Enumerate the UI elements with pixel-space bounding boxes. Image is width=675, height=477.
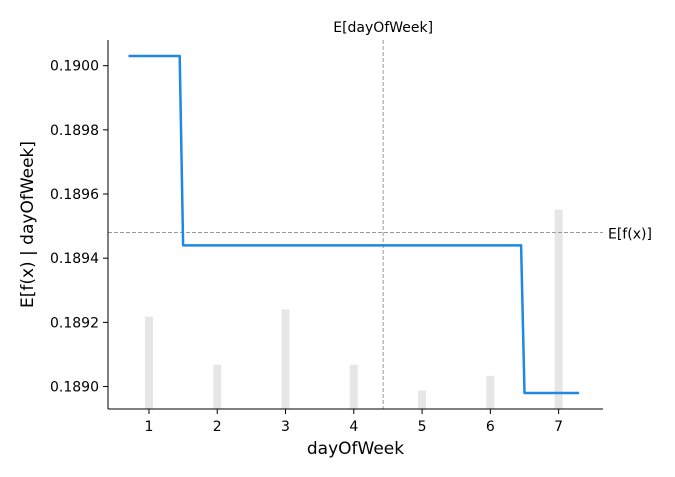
x-tick-label-5: 5 xyxy=(418,419,427,435)
dependence-line xyxy=(128,54,580,395)
histogram-bar-2 xyxy=(213,364,222,409)
x-tick-label-4: 4 xyxy=(349,419,358,435)
expected-x-label: E[dayOfWeek] xyxy=(333,20,433,36)
histogram-bar-3 xyxy=(281,309,290,409)
histogram-bar-1 xyxy=(144,316,153,409)
dependence-line-layer xyxy=(128,54,580,395)
expected-y-label: E[f(x)] xyxy=(608,227,652,243)
y-tick-label-3: 0.1896 xyxy=(50,187,99,203)
x-tick-label-2: 2 xyxy=(213,419,222,435)
x-axis-label: dayOfWeek xyxy=(307,439,404,459)
y-tick-label-0: 0.1890 xyxy=(50,380,99,396)
y-tick-label-2: 0.1894 xyxy=(50,251,99,267)
histogram-bars xyxy=(144,209,563,409)
y-tick-label-4: 0.1898 xyxy=(50,123,99,139)
x-tick-label-7: 7 xyxy=(554,419,563,435)
histogram-bar-4 xyxy=(349,364,358,409)
axes xyxy=(103,40,603,414)
histogram-bar-7 xyxy=(554,209,563,409)
labels: 1 2 3 4 5 6 7 0.1890 0.1892 0.1894 0.1896 0.1898 0.1… xyxy=(18,20,652,459)
x-tick-label-3: 3 xyxy=(281,419,290,435)
x-tick-label-1: 1 xyxy=(145,419,154,435)
y-axis-label: E[f(x) | dayOfWeek] xyxy=(18,141,38,308)
y-tick-label-5: 0.1900 xyxy=(50,59,99,75)
x-tick-label-6: 6 xyxy=(486,419,495,435)
reference-lines xyxy=(108,40,603,409)
y-tick-label-1: 0.1892 xyxy=(50,315,99,331)
histogram-bar-6 xyxy=(486,375,495,409)
histogram-bar-5 xyxy=(418,390,427,409)
